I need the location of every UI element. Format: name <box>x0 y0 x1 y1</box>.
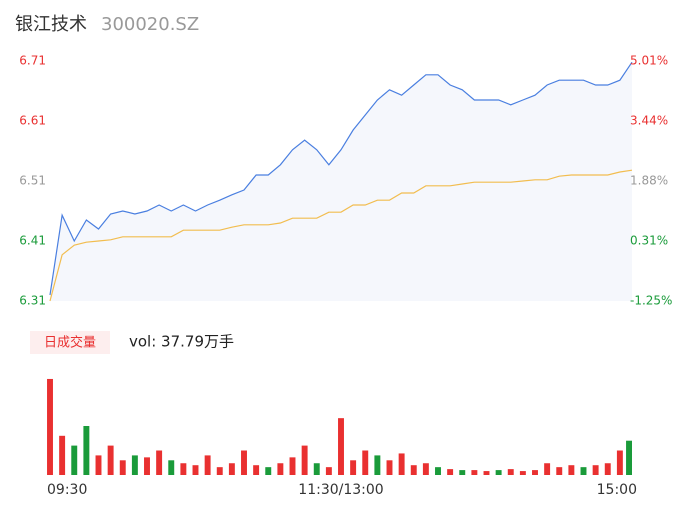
volume-bar <box>459 470 466 475</box>
volume-bar <box>241 450 247 475</box>
stock-code: 300020.SZ <box>101 14 199 35</box>
chart-title: 银江技术 <box>15 14 87 35</box>
volume-bar <box>325 467 332 475</box>
y2-tick-label: 0.31% <box>630 234 668 248</box>
volume-bar <box>192 465 199 475</box>
y-tick-label: 6.41 <box>19 234 46 248</box>
volume-bar <box>374 455 381 475</box>
volume-bar <box>47 378 53 475</box>
volume-bar <box>156 450 163 475</box>
y2-tick-label: 1.88% <box>630 174 668 188</box>
volume-bar <box>59 435 66 475</box>
volume-bar <box>265 467 272 475</box>
series-line <box>49 169 633 302</box>
x-tick-label: 11:30/13:00 <box>298 482 383 498</box>
volume-badge-bg <box>30 331 110 354</box>
y-tick-label: 6.31 <box>19 294 46 308</box>
volume-bar <box>410 465 417 475</box>
volume-bar <box>568 465 575 475</box>
y-tick-label: 6.71 <box>19 54 46 68</box>
volume-bar <box>289 457 296 475</box>
volume-bar <box>216 467 223 475</box>
volume-bar <box>350 460 357 475</box>
volume-bar <box>338 418 344 475</box>
volume-bar <box>626 440 632 475</box>
volume-bar <box>144 457 150 475</box>
volume-bar <box>556 467 563 475</box>
volume-bar <box>180 463 187 475</box>
volume-bar <box>95 455 102 475</box>
volume-bar <box>435 467 441 475</box>
volume-badge: 日成交量 <box>44 335 96 351</box>
series-line <box>49 61 633 296</box>
volume-bar <box>277 463 284 475</box>
volume-bar <box>107 445 114 475</box>
x-tick-label: 09:30 <box>47 482 87 498</box>
volume-bar <box>483 471 490 475</box>
volume-bar <box>204 455 211 475</box>
y-tick-label: 6.51 <box>19 174 46 188</box>
volume-bar <box>168 460 175 475</box>
volume-bar <box>71 445 78 475</box>
volume-bar <box>604 463 611 475</box>
volume-bar <box>301 445 308 475</box>
volume-bar <box>580 467 587 475</box>
volume-bar <box>119 460 126 475</box>
volume-bar <box>362 450 369 475</box>
volume-bar <box>398 453 405 475</box>
x-tick-label: 15:00 <box>597 482 637 498</box>
volume-bar <box>495 470 502 475</box>
volume-bar <box>422 463 429 475</box>
volume-bar <box>519 471 526 475</box>
volume-bar <box>253 465 260 475</box>
y2-tick-label: -1.25% <box>630 294 672 308</box>
volume-bar <box>544 463 551 475</box>
y2-tick-label: 3.44% <box>630 114 668 128</box>
volume-bar <box>131 455 138 475</box>
volume-label: vol: 37.79万手 <box>129 333 234 351</box>
y-tick-label: 6.61 <box>19 114 46 128</box>
y2-tick-label: 5.01% <box>630 54 668 68</box>
volume-bar <box>592 465 599 475</box>
volume-bar <box>532 470 538 475</box>
volume-bar <box>313 463 320 475</box>
volume-bar <box>507 469 514 475</box>
volume-bar <box>447 469 454 475</box>
volume-bar <box>228 463 235 475</box>
price-area <box>50 62 632 302</box>
volume-bar <box>386 460 393 475</box>
volume-bar <box>616 450 623 475</box>
volume-bar <box>471 470 478 475</box>
volume-bar <box>83 426 90 475</box>
